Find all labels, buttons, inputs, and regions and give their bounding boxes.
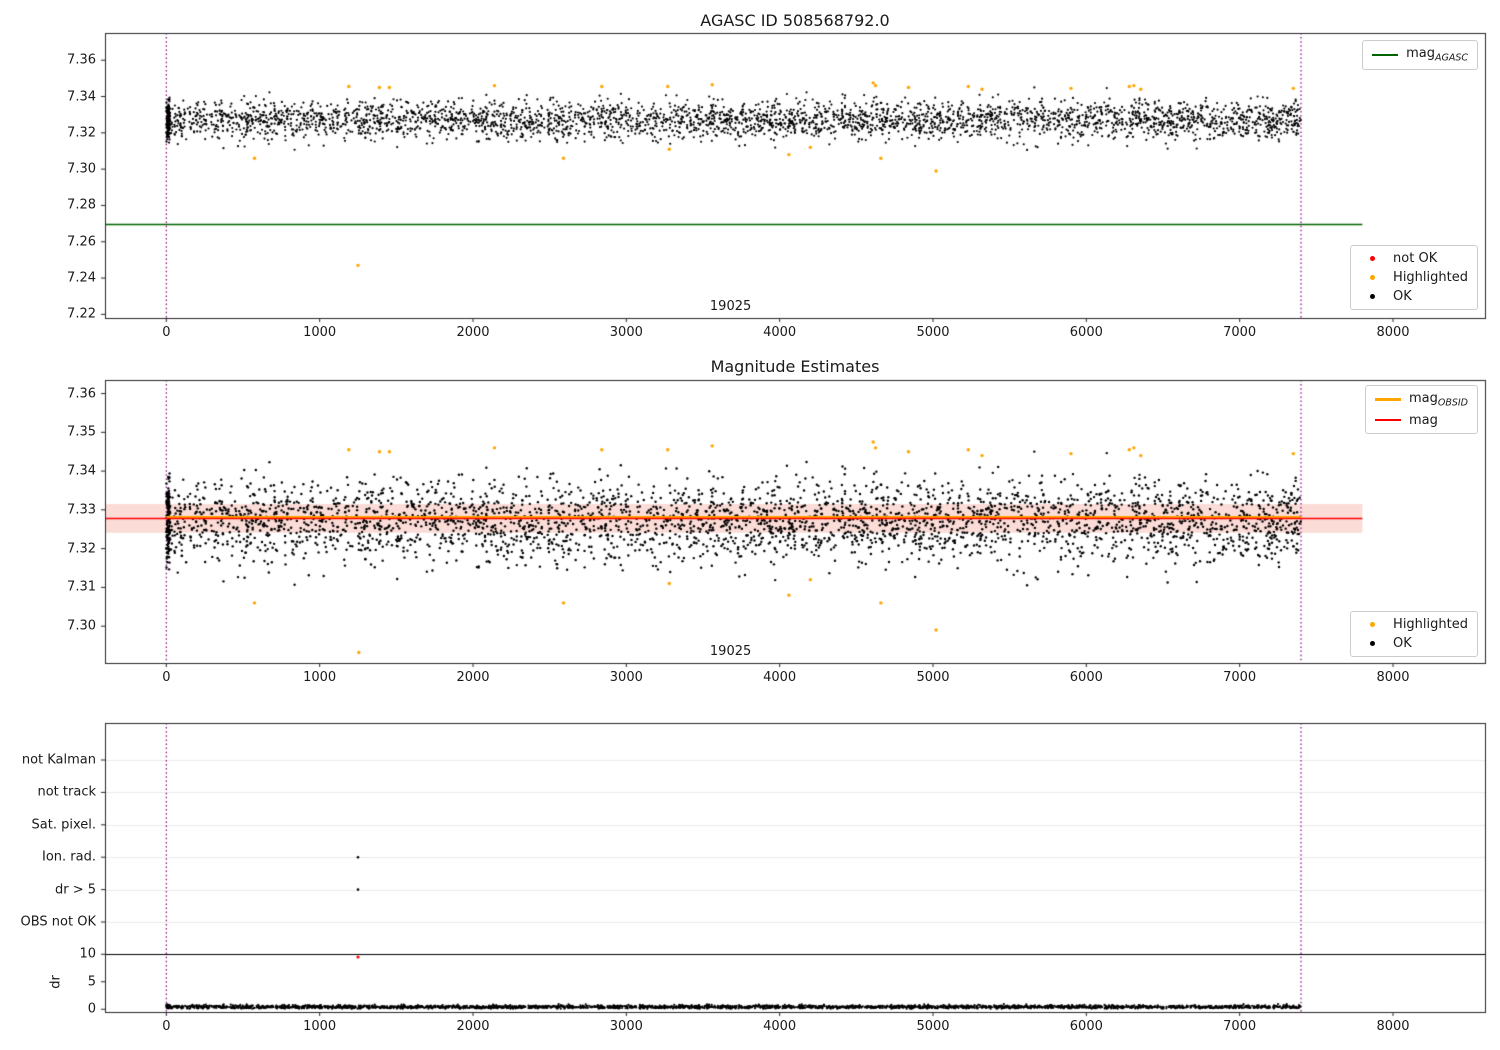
flag-tick-label: Ion. rad. xyxy=(42,849,96,865)
mag-obsid-line-swatch xyxy=(1374,398,1401,402)
highlighted-dot-swatch-2 xyxy=(1370,622,1376,627)
flag-tick-label: not track xyxy=(37,784,96,800)
plot2-x-tick-label: 7000 xyxy=(1223,670,1257,685)
ok-dot-swatch xyxy=(1370,294,1376,299)
mag-agasc-label-sub: AGASC xyxy=(1434,52,1468,64)
mag-agasc-line-swatch xyxy=(1372,53,1399,56)
ok-legend-label: OK xyxy=(1393,289,1412,304)
dr-y-tick-label: 5 xyxy=(87,974,96,990)
legend-row-not-ok: not OK xyxy=(1360,251,1468,266)
flag-tick-label: not Kalman xyxy=(21,752,96,768)
plot2-y-tick-label: 7.35 xyxy=(67,424,96,440)
plot3-x-tick-label: 0 xyxy=(162,1019,171,1034)
plot2-x-tick-label: 3000 xyxy=(609,670,643,685)
plot2-points-legend: Highlighted OK xyxy=(1350,611,1478,657)
plot1-x-tick-label: 6000 xyxy=(1069,325,1103,340)
not-ok-dot-swatch xyxy=(1370,256,1376,261)
legend-row-ok: OK xyxy=(1360,289,1468,304)
plot2-y-tick-label: 7.34 xyxy=(67,463,96,479)
mag-obsid-label-main: mag xyxy=(1408,391,1438,406)
plot1-obsid-annotation: 19025 xyxy=(709,299,752,314)
plot3-x-tick-label: 2000 xyxy=(456,1019,490,1034)
plot1-y-tick-label: 7.28 xyxy=(67,197,96,213)
plot1-x-tick-label: 8000 xyxy=(1376,325,1410,340)
plot2-line-legend: magOBSID mag xyxy=(1364,385,1478,434)
plot1-line-legend: magAGASC xyxy=(1362,40,1478,70)
plot2-y-tick-label: 7.33 xyxy=(67,502,96,518)
flag-tick-label: dr > 5 xyxy=(54,882,96,898)
legend-row-highlighted-2: Highlighted xyxy=(1360,617,1468,632)
plot3-x-tick-label: 4000 xyxy=(763,1019,797,1034)
plot1-x-tick-label: 7000 xyxy=(1223,325,1257,340)
plot1-x-tick-label: 0 xyxy=(162,325,171,340)
mag-obsid-label-sub: OBSID xyxy=(1437,397,1468,409)
plot1-x-tick-label: 3000 xyxy=(609,325,643,340)
plot1-y-tick-label: 7.22 xyxy=(67,306,96,322)
plot2-x-tick-label: 8000 xyxy=(1376,670,1410,685)
mag-agasc-label-main: mag xyxy=(1406,46,1435,61)
mag-line-swatch xyxy=(1374,419,1401,422)
plot1-y-tick-label: 7.32 xyxy=(67,125,96,141)
plot1-title: AGASC ID 508568792.0 xyxy=(700,11,890,30)
highlighted-legend-label-2: Highlighted xyxy=(1393,617,1468,632)
dr-axis-label: dr xyxy=(48,975,64,989)
plot1-points-legend: not OK Highlighted OK xyxy=(1350,245,1478,310)
legend-row-mag: mag xyxy=(1374,412,1468,428)
mag-legend-label: mag xyxy=(1408,412,1438,428)
mag-agasc-legend-label: magAGASC xyxy=(1406,46,1468,64)
plot3-x-tick-label: 5000 xyxy=(916,1019,950,1034)
legend-row-mag-agasc: magAGASC xyxy=(1372,46,1468,64)
legend-row-ok-2: OK xyxy=(1360,636,1468,651)
ok-dot-swatch-2 xyxy=(1370,641,1376,646)
legend-row-highlighted: Highlighted xyxy=(1360,270,1468,285)
plot1-y-tick-label: 7.30 xyxy=(67,161,96,177)
plot1-x-tick-label: 4000 xyxy=(763,325,797,340)
plot1-y-tick-label: 7.34 xyxy=(67,89,96,105)
flag-tick-label: OBS not OK xyxy=(20,914,97,930)
plot2-x-tick-label: 2000 xyxy=(456,670,490,685)
plot3-x-tick-label: 7000 xyxy=(1223,1019,1257,1034)
plot3-x-tick-label: 8000 xyxy=(1376,1019,1410,1034)
plot2-y-tick-label: 7.36 xyxy=(67,386,96,402)
plot2-y-tick-label: 7.30 xyxy=(67,618,96,634)
plot2-x-tick-label: 0 xyxy=(162,670,171,685)
plot2-obsid-annotation: 19025 xyxy=(709,644,752,659)
plot2-x-tick-label: 5000 xyxy=(916,670,950,685)
flag-tick-label: Sat. pixel. xyxy=(31,817,96,833)
not-ok-legend-label: not OK xyxy=(1393,251,1438,266)
plot2-x-tick-label: 6000 xyxy=(1069,670,1103,685)
plot3-x-tick-label: 3000 xyxy=(609,1019,643,1034)
plot2-x-tick-label: 4000 xyxy=(763,670,797,685)
dr-y-tick-label: 10 xyxy=(79,946,96,962)
highlighted-dot-swatch xyxy=(1370,275,1376,280)
mag-obsid-legend-label: magOBSID xyxy=(1409,391,1468,409)
plot1-x-tick-label: 2000 xyxy=(456,325,490,340)
legend-row-mag-obsid: magOBSID xyxy=(1374,391,1468,409)
plot1-y-tick-label: 7.36 xyxy=(67,52,96,68)
plot2-y-tick-label: 7.32 xyxy=(67,541,96,557)
plot1-y-tick-label: 7.24 xyxy=(67,270,96,286)
plot2-x-tick-label: 1000 xyxy=(303,670,337,685)
plot1-x-tick-label: 5000 xyxy=(916,325,950,340)
dr-y-tick-label: 0 xyxy=(87,1001,96,1017)
plot3-x-tick-label: 1000 xyxy=(303,1019,337,1034)
plot1-y-tick-label: 7.26 xyxy=(67,234,96,250)
highlighted-legend-label: Highlighted xyxy=(1393,270,1468,285)
plot3-x-tick-label: 6000 xyxy=(1069,1019,1103,1034)
plot2-title: Magnitude Estimates xyxy=(710,357,880,376)
ok-legend-label-2: OK xyxy=(1393,636,1412,651)
plot2-y-tick-label: 7.31 xyxy=(67,579,96,595)
plot1-x-tick-label: 1000 xyxy=(303,325,337,340)
